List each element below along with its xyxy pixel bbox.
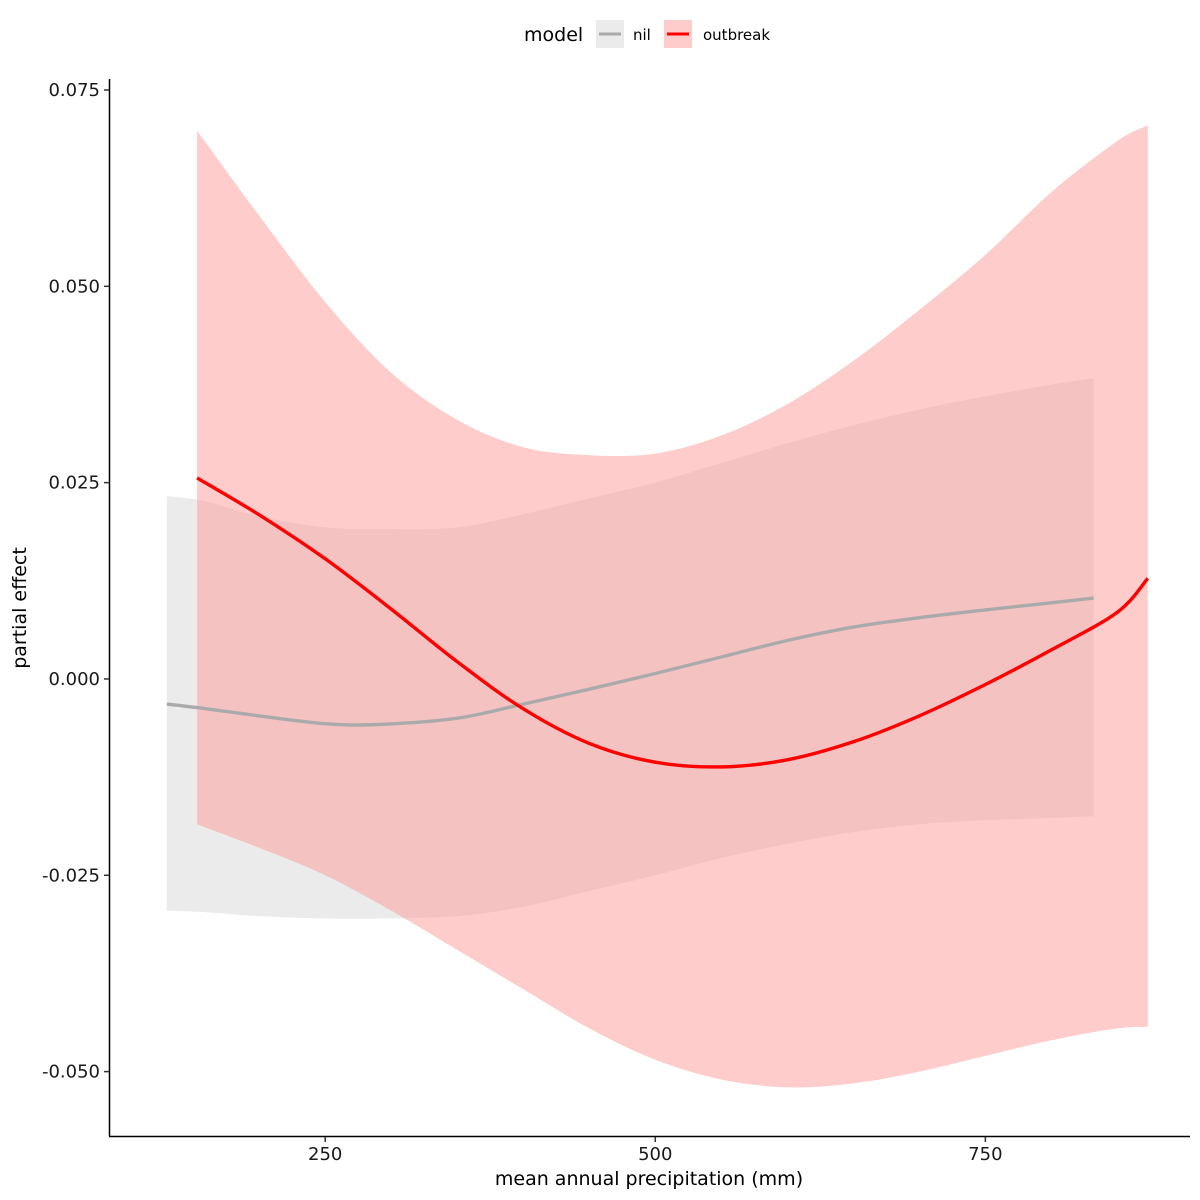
x-tick-label: 250 (308, 1144, 342, 1165)
legend-label-nil: nil (633, 26, 651, 44)
y-tick-label: -0.025 (42, 865, 100, 886)
legend-title: model (524, 24, 583, 46)
y-tick-label: -0.050 (42, 1062, 100, 1083)
y-tick-label: 0.025 (48, 473, 100, 494)
legend: model nil outbreak (524, 20, 770, 48)
x-tick-label: 500 (638, 1144, 672, 1165)
series-line-outbreak (196, 476, 1150, 769)
x-axis-title: mean annual precipitation (mm) (495, 1168, 803, 1190)
y-axis-ticks: -0.050 -0.025 0.000 0.025 0.050 0.075 (42, 80, 109, 1083)
plot-area (166, 125, 1150, 1088)
series-line-nil (166, 596, 1094, 727)
y-tick-label: 0.000 (48, 669, 100, 690)
confidence-band-outbreak (197, 125, 1148, 1088)
y-tick-label: 0.075 (48, 80, 100, 101)
legend-item-nil: nil (596, 20, 651, 48)
y-tick-label: 0.050 (48, 276, 100, 297)
x-axis-ticks: 250 500 750 (308, 1137, 1003, 1165)
y-axis-title: partial effect (9, 547, 31, 669)
legend-item-outbreak: outbreak (664, 20, 770, 48)
legend-label-outbreak: outbreak (703, 26, 770, 44)
x-tick-label: 750 (968, 1144, 1002, 1165)
